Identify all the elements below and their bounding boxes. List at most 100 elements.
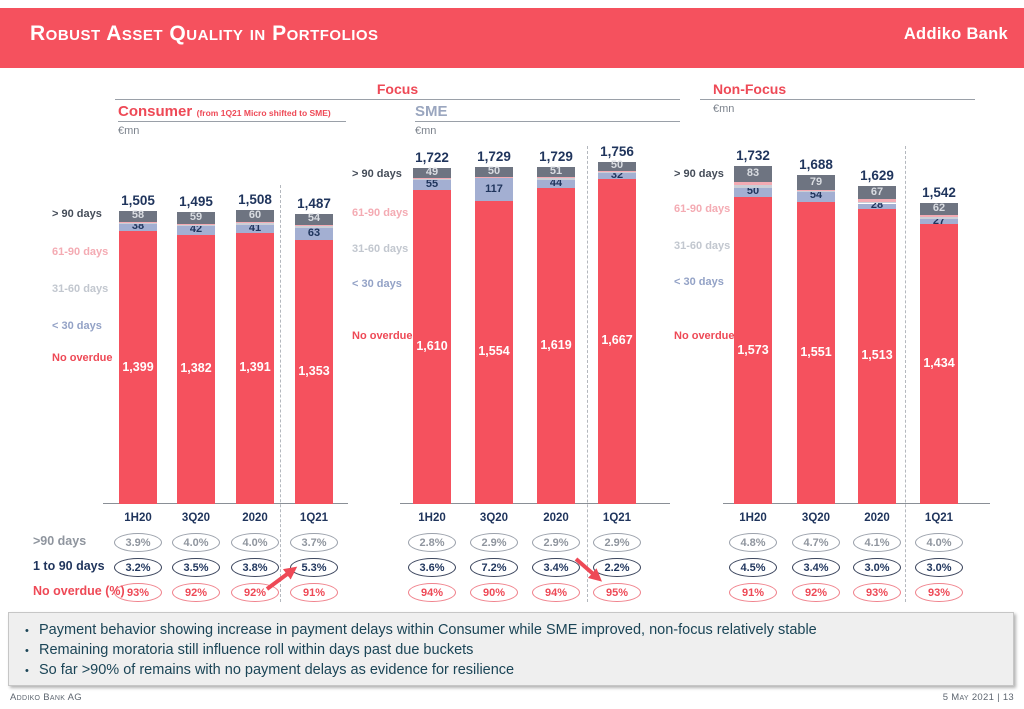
bar-total-label: 1,729	[477, 148, 511, 164]
bar-segment-31-60-days	[295, 226, 333, 228]
bar-segment-lt30-days	[920, 219, 958, 225]
bar-total-label: 1,542	[922, 185, 956, 201]
bar-total-label: 1,729	[539, 148, 573, 164]
table-value-oval: 3.8%	[231, 557, 279, 577]
bar-value-no-overdue: 1,391	[239, 360, 271, 375]
bar-segment-31-60-days	[119, 222, 157, 224]
takeaways-box: Payment behavior showing increase in pay…	[8, 612, 1014, 686]
table-value-oval: 93%	[114, 582, 162, 602]
bar-segment-31-60-days	[858, 201, 896, 204]
bar-segment-lt30-days	[413, 179, 451, 191]
sme-underline	[415, 121, 680, 122]
bar-segment-no-overdue	[797, 201, 835, 504]
legend-item: 61-90 days	[674, 203, 731, 215]
bar-value-no-overdue: 1,382	[180, 361, 212, 376]
bar-value-lt30-days: 54	[809, 189, 823, 202]
bar-segment-no-overdue	[236, 232, 274, 504]
nonfocus-section-underline	[700, 99, 975, 100]
axis-category-label: 2020	[242, 512, 268, 524]
nonfocus-unit: €mn	[713, 103, 735, 115]
chart-baseline	[400, 503, 670, 504]
bar-value-gt90-days: 59	[189, 211, 203, 224]
bar-segment-31-60-days	[413, 178, 451, 180]
bar-segment-61-90-days	[236, 221, 274, 224]
bar-segment-lt30-days	[797, 191, 835, 202]
table-value-oval: 2.8%	[408, 532, 456, 552]
legend-item: 61-90 days	[52, 246, 109, 258]
bar-segment-61-90-days	[734, 182, 772, 186]
bar-segment-lt30-days	[295, 227, 333, 241]
bar-segment-61-90-days	[119, 221, 157, 223]
bar-segment-gt90-days	[295, 214, 333, 225]
bar-segment-no-overdue	[475, 200, 513, 504]
bar-total-label: 1,508	[238, 191, 272, 207]
takeaways-list: Payment behavior showing increase in pay…	[9, 620, 1013, 681]
bar-segment-61-90-days	[537, 176, 575, 179]
bar-segment-no-overdue	[177, 234, 215, 504]
legend-item: > 90 days	[674, 168, 724, 180]
table-value-oval: 3.2%	[114, 557, 162, 577]
addiko-bank-logo: Addiko Bank	[903, 25, 1008, 43]
bar-segment-61-90-days	[295, 224, 333, 227]
bar-total-label: 1,732	[736, 148, 770, 164]
legend-item: > 90 days	[352, 168, 402, 180]
table-value-oval: 2.9%	[470, 532, 518, 552]
bar-value-no-overdue: 1,573	[737, 342, 769, 357]
bar-segment-61-90-days	[413, 177, 451, 179]
bar-segment-gt90-days	[858, 186, 896, 200]
table-value-oval: 2.2%	[593, 557, 641, 577]
bar-segment-no-overdue	[295, 240, 333, 504]
bar-segment-61-90-days	[858, 199, 896, 202]
bar-segment-gt90-days	[475, 166, 513, 177]
axis-category-label: 1Q21	[299, 512, 329, 524]
legend-item: 31-60 days	[674, 240, 731, 252]
table-value-oval: 3.4%	[792, 557, 840, 577]
period-separator-dashed-line	[905, 146, 906, 602]
bar-segment-31-60-days	[177, 225, 215, 227]
bar-value-lt30-days: 63	[307, 227, 321, 240]
axis-category-label: 2020	[864, 512, 890, 524]
table-value-oval: 4.1%	[853, 532, 901, 552]
consumer-title: Consumer	[118, 103, 193, 120]
bar-value-no-overdue: 1,434	[923, 356, 955, 371]
bar-value-no-overdue: 1,667	[601, 333, 633, 348]
table-value-oval: 3.4%	[532, 557, 580, 577]
legend-item: < 30 days	[674, 276, 724, 288]
bar-value-no-overdue: 1,513	[861, 348, 893, 363]
legend-item: 31-60 days	[352, 243, 409, 255]
legend-item: No overdue	[674, 330, 735, 342]
bar-value-gt90-days: 49	[425, 165, 439, 178]
table-value-oval: 4.0%	[172, 532, 220, 552]
table-value-oval: 7.2%	[470, 557, 518, 577]
axis-category-label: 3Q20	[181, 512, 211, 524]
bar-segment-gt90-days	[598, 161, 636, 172]
table-row-label-1to90: 1 to 90 days	[33, 559, 105, 573]
sme-unit: €mn	[415, 125, 437, 137]
consumer-underline	[118, 121, 346, 122]
bar-segment-lt30-days	[475, 178, 513, 201]
bar-segment-lt30-days	[537, 179, 575, 189]
legend-item: < 30 days	[352, 278, 402, 290]
bar-total-label: 1,487	[297, 196, 331, 212]
axis-category-label: 1Q21	[924, 512, 954, 524]
nonfocus-section-title: Non-Focus	[713, 81, 787, 97]
table-value-oval: 4.7%	[792, 532, 840, 552]
takeaway-item: So far >90% of remains with no payment d…	[25, 660, 1013, 681]
chart-baseline	[103, 503, 348, 504]
bar-segment-gt90-days	[797, 174, 835, 191]
bar-segment-31-60-days	[475, 177, 513, 179]
bar-total-label: 1,505	[121, 192, 155, 208]
table-value-oval: 5.3%	[290, 557, 338, 577]
table-value-oval: 93%	[853, 582, 901, 602]
bar-value-gt90-days: 50	[487, 164, 501, 177]
bar-segment-gt90-days	[537, 166, 575, 177]
legend-item: 61-90 days	[352, 207, 409, 219]
table-row-label-gt90: >90 days	[33, 534, 87, 548]
bar-segment-31-60-days	[920, 217, 958, 220]
consumer-unit: €mn	[118, 125, 140, 137]
legend-item: < 30 days	[52, 320, 102, 332]
bar-total-label: 1,629	[860, 168, 894, 184]
bar-value-gt90-days: 62	[932, 202, 946, 215]
legend-item: No overdue	[352, 330, 413, 342]
